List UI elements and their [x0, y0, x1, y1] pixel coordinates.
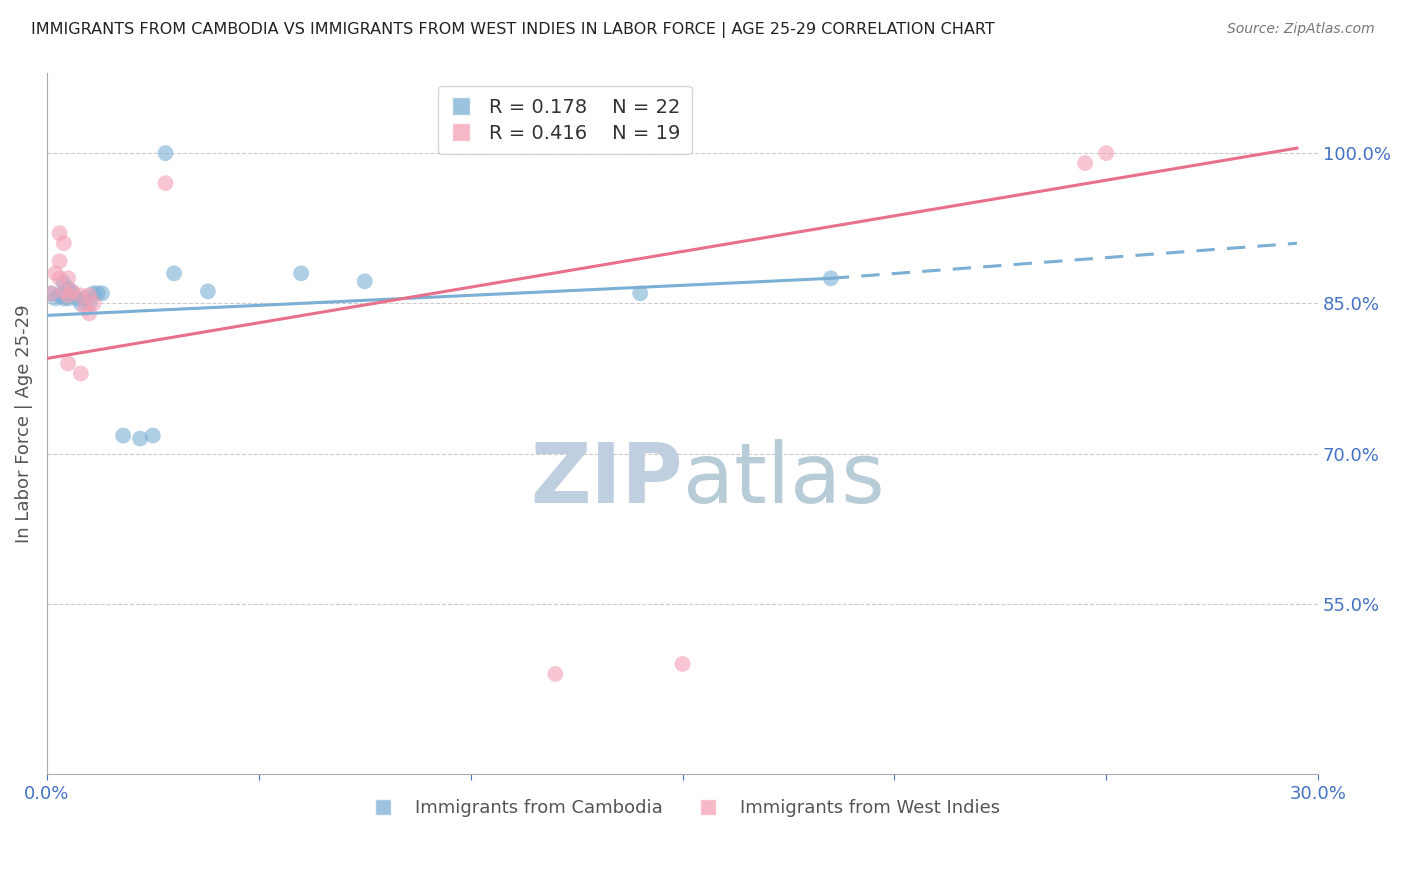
Point — [155, 176, 177, 190]
Point — [39, 286, 62, 301]
Point — [48, 288, 70, 302]
Point — [56, 288, 79, 302]
Point — [73, 291, 96, 305]
Point — [56, 271, 79, 285]
Point — [65, 291, 87, 305]
Point — [48, 226, 70, 240]
Point — [77, 296, 100, 310]
Point — [48, 254, 70, 268]
Point — [155, 146, 177, 161]
Point — [56, 291, 79, 305]
Point — [39, 286, 62, 301]
Point — [544, 667, 567, 681]
Point — [197, 285, 219, 299]
Point — [129, 432, 152, 446]
Point — [163, 266, 186, 280]
Point — [83, 296, 105, 310]
Point — [56, 356, 79, 370]
Point — [69, 296, 91, 310]
Point — [628, 286, 651, 301]
Point — [60, 285, 83, 299]
Point — [1095, 146, 1118, 161]
Point — [290, 266, 312, 280]
Text: ZIP: ZIP — [530, 439, 682, 520]
Point — [44, 266, 66, 280]
Point — [60, 286, 83, 301]
Point — [142, 428, 165, 442]
Text: IMMIGRANTS FROM CAMBODIA VS IMMIGRANTS FROM WEST INDIES IN LABOR FORCE | AGE 25-: IMMIGRANTS FROM CAMBODIA VS IMMIGRANTS F… — [31, 22, 994, 38]
Point — [52, 285, 75, 299]
Point — [671, 657, 693, 671]
Text: atlas: atlas — [682, 439, 884, 520]
Point — [52, 277, 75, 291]
Point — [353, 274, 375, 288]
Point — [112, 428, 135, 442]
Point — [73, 301, 96, 316]
Point — [52, 291, 75, 305]
Point — [44, 291, 66, 305]
Point — [56, 281, 79, 295]
Point — [820, 271, 842, 285]
Point — [48, 271, 70, 285]
Y-axis label: In Labor Force | Age 25-29: In Labor Force | Age 25-29 — [15, 304, 32, 543]
Legend: Immigrants from Cambodia, Immigrants from West Indies: Immigrants from Cambodia, Immigrants fro… — [357, 792, 1008, 825]
Point — [77, 306, 100, 320]
Point — [69, 367, 91, 381]
Point — [69, 288, 91, 302]
Point — [52, 236, 75, 251]
Point — [91, 286, 114, 301]
Point — [1074, 156, 1097, 170]
Point — [87, 286, 110, 301]
Text: Source: ZipAtlas.com: Source: ZipAtlas.com — [1227, 22, 1375, 37]
Point — [77, 288, 100, 302]
Point — [83, 286, 105, 301]
